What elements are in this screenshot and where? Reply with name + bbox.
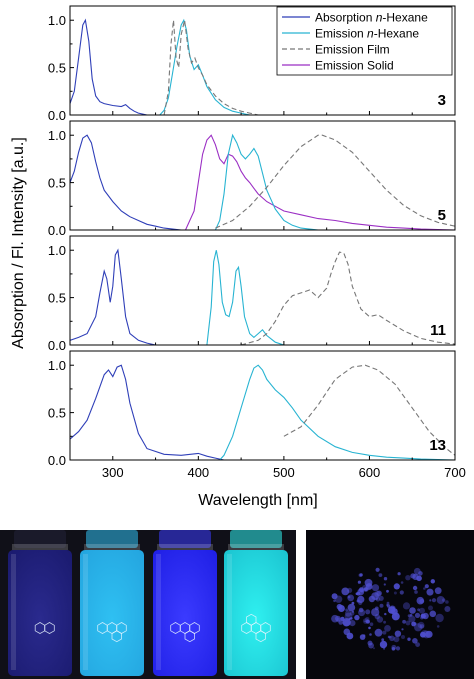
panel-frame xyxy=(69,235,456,346)
compound-label: 5 xyxy=(438,207,446,224)
panel-frame xyxy=(69,120,456,231)
vial-2 xyxy=(80,530,144,676)
series-line-emission-hexane xyxy=(159,18,250,115)
legend-box xyxy=(276,6,453,76)
legend-entry: Emission Film xyxy=(315,43,390,57)
y-tick-label: 0.0 xyxy=(48,453,66,468)
x-axis-label: Wavelength [nm] xyxy=(198,492,317,509)
y-tick-label: 0.0 xyxy=(48,338,66,353)
legend: Absorption n-Hexane Emission n-Hexane Emis… xyxy=(276,6,453,76)
photo-strip xyxy=(0,520,474,679)
legend-entry: Emission Solid xyxy=(315,59,394,73)
x-tick-label: 700 xyxy=(444,465,466,480)
series-line-emission-hexane xyxy=(219,364,455,460)
y-tick-label: 1.0 xyxy=(48,13,66,28)
series-line-absorption xyxy=(70,248,156,345)
series-line-emission-film xyxy=(240,251,455,345)
vials-photo xyxy=(0,530,296,679)
y-tick-label: 0.5 xyxy=(48,176,66,191)
compound-label: 3 xyxy=(438,92,446,109)
panel-frame xyxy=(69,350,456,461)
series-line-absorption xyxy=(70,364,225,460)
vials-illustration xyxy=(8,530,288,676)
x-tick-label: 500 xyxy=(273,465,295,480)
series-line-emission-film xyxy=(163,20,259,115)
panel-11: 0.0 0.5 1.0 11 xyxy=(48,235,456,353)
solid-sample-photo xyxy=(306,530,474,679)
compound-label: 11 xyxy=(430,322,446,339)
y-tick-label: 1.0 xyxy=(48,358,66,373)
panel-3: 0.0 0.5 1.0 3 xyxy=(48,5,456,123)
y-tick-label: 0.0 xyxy=(48,223,66,238)
y-axis-label: Absorption / Fl. Intensity [a.u.] xyxy=(10,137,27,349)
y-tick-label: 0.5 xyxy=(48,61,66,76)
x-tick-label: 400 xyxy=(187,465,209,480)
x-tick-label: 600 xyxy=(359,465,381,480)
compound-label: 13 xyxy=(429,437,446,454)
vial-3 xyxy=(153,530,217,676)
y-tick-label: 0.5 xyxy=(48,406,66,421)
spectra-figure: 0.0 0.5 1.0 3 0.0 0.5 1.0 5 0.0 0.5 1.0 11 0.0 0.5 1.0… xyxy=(10,5,466,509)
legend-entry: Emission n-Hexane xyxy=(315,27,419,41)
spectra-panels: 0.0 0.5 1.0 3 0.0 0.5 1.0 5 0.0 0.5 1.0 11 0.0 0.5 1.0… xyxy=(48,5,466,480)
series-line-emission-film xyxy=(283,364,455,456)
series-line-emission-film xyxy=(215,134,455,229)
y-tick-label: 1.0 xyxy=(48,128,66,143)
vial-1 xyxy=(8,530,72,676)
series-line-absorption xyxy=(70,18,148,115)
series-line-emission-hexane xyxy=(206,250,285,345)
legend-entry: Absorption n-Hexane xyxy=(315,11,428,25)
y-tick-label: 0.0 xyxy=(48,108,66,123)
vial-4 xyxy=(224,530,288,676)
series-line-absorption xyxy=(70,134,182,230)
panel-13: 0.0 0.5 1.0 13 xyxy=(48,350,456,468)
y-tick-label: 0.5 xyxy=(48,291,66,306)
series-line-emission-solid xyxy=(184,134,455,230)
x-tick-label: 300 xyxy=(102,465,124,480)
panel-frame xyxy=(69,5,456,116)
solid-powder-illustration xyxy=(331,567,451,651)
series-line-emission-hexane xyxy=(214,133,319,230)
y-tick-label: 1.0 xyxy=(48,243,66,258)
solid-powder xyxy=(331,567,451,651)
panel-5: 0.0 0.5 1.0 5 xyxy=(48,120,456,238)
